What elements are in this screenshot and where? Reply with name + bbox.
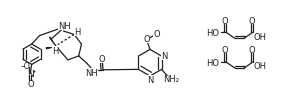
Text: HO: HO	[207, 29, 220, 38]
Text: O: O	[222, 17, 228, 26]
Text: NH: NH	[85, 69, 98, 77]
Text: O: O	[99, 54, 106, 63]
Text: O: O	[222, 46, 228, 55]
Text: N: N	[27, 70, 34, 79]
Text: –O: –O	[21, 61, 31, 70]
Text: O: O	[27, 79, 34, 88]
Polygon shape	[49, 37, 57, 47]
Text: OH: OH	[254, 62, 267, 71]
Text: N: N	[161, 52, 168, 60]
Text: H: H	[74, 27, 81, 36]
Text: N: N	[147, 75, 153, 84]
Text: O: O	[249, 17, 256, 26]
Text: OH: OH	[254, 32, 267, 41]
Text: O: O	[249, 46, 256, 55]
Text: O: O	[143, 34, 150, 43]
Text: H: H	[52, 47, 58, 56]
Text: +: +	[32, 69, 36, 74]
Text: NH₂: NH₂	[163, 74, 179, 83]
Text: O: O	[153, 29, 160, 38]
Text: NH: NH	[58, 22, 71, 31]
Text: HO: HO	[207, 58, 220, 67]
Polygon shape	[46, 47, 57, 50]
